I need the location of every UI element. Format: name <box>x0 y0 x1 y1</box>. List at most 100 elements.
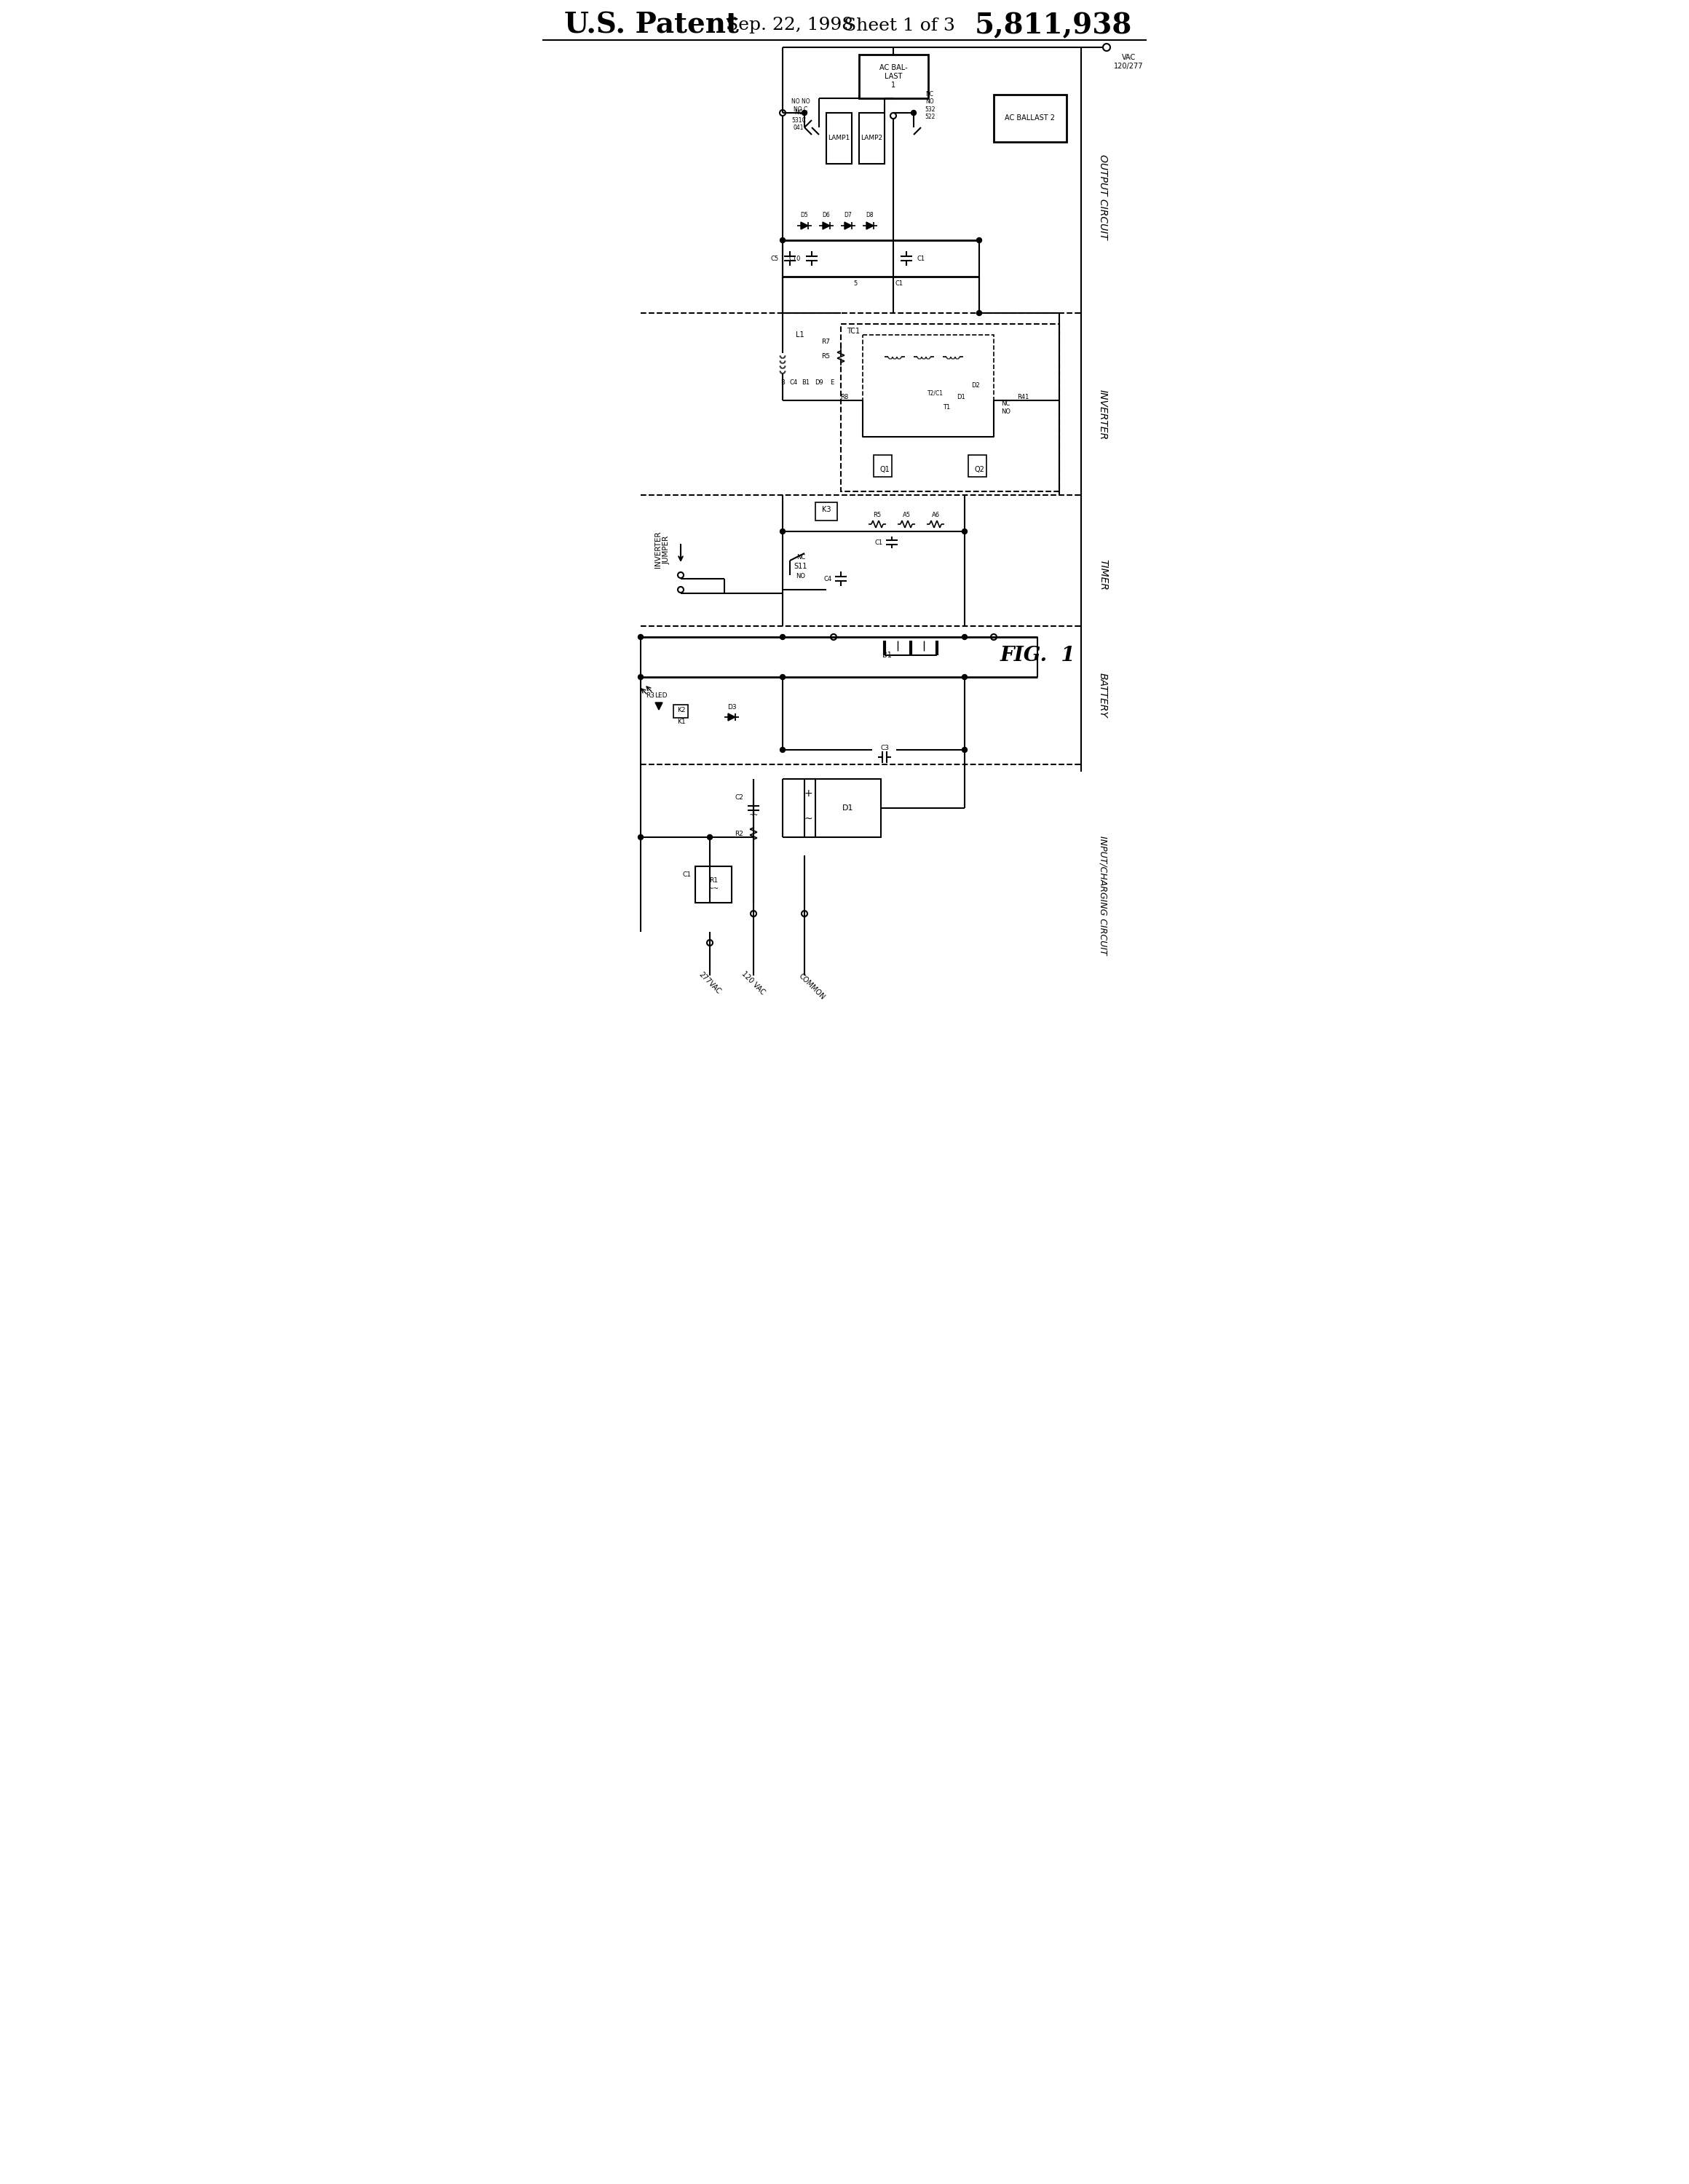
Text: INVERTER
JUMPER: INVERTER JUMPER <box>655 531 671 568</box>
Text: FIG.  1: FIG. 1 <box>1000 646 1076 664</box>
Bar <box>860 114 885 164</box>
Polygon shape <box>655 703 662 710</box>
Text: INVERTER: INVERTER <box>1098 389 1108 441</box>
Text: D2: D2 <box>971 382 980 389</box>
Text: C1: C1 <box>917 256 926 262</box>
Text: -: - <box>887 804 890 812</box>
Circle shape <box>802 109 807 116</box>
Text: NC
NO
532
522: NC NO 532 522 <box>924 92 936 120</box>
Text: A6: A6 <box>931 513 939 520</box>
Text: C1: C1 <box>875 539 883 546</box>
Circle shape <box>638 675 644 679</box>
Text: A5: A5 <box>902 513 910 520</box>
Text: NO NO
NO C: NO NO NO C <box>792 98 811 114</box>
Bar <box>816 780 882 836</box>
Text: D6: D6 <box>823 212 831 218</box>
Text: T1: T1 <box>942 404 951 411</box>
Circle shape <box>963 747 968 751</box>
Circle shape <box>780 747 785 751</box>
Circle shape <box>910 109 915 116</box>
Text: NO: NO <box>796 572 806 579</box>
Text: Q1: Q1 <box>880 465 890 474</box>
Text: VAC
120/277: VAC 120/277 <box>1113 55 1143 70</box>
Text: B1: B1 <box>802 380 811 384</box>
Text: AC BALLAST 2: AC BALLAST 2 <box>1005 114 1056 122</box>
Bar <box>696 867 731 902</box>
Text: Sep. 22, 1998: Sep. 22, 1998 <box>726 17 853 35</box>
Text: D8: D8 <box>866 212 873 218</box>
Text: NC: NC <box>796 555 806 561</box>
Text: D7: D7 <box>844 212 851 218</box>
Text: K3: K3 <box>823 507 831 513</box>
Text: B: B <box>780 380 785 384</box>
Text: C10: C10 <box>789 256 801 262</box>
Text: +: + <box>804 788 812 799</box>
Text: 277VAC: 277VAC <box>698 970 723 996</box>
Bar <box>826 114 851 164</box>
Text: D3: D3 <box>726 703 736 712</box>
Text: 120 VAC: 120 VAC <box>740 970 767 996</box>
Circle shape <box>638 633 644 640</box>
Circle shape <box>976 310 981 317</box>
Text: K1: K1 <box>677 719 686 725</box>
Text: T2/C1: T2/C1 <box>927 389 944 397</box>
Circle shape <box>780 238 785 242</box>
Circle shape <box>780 633 785 640</box>
Polygon shape <box>728 714 735 721</box>
Text: D1: D1 <box>956 393 964 400</box>
Circle shape <box>963 633 968 640</box>
Circle shape <box>963 529 968 535</box>
Bar <box>968 454 986 476</box>
Text: LED: LED <box>655 692 667 699</box>
Text: AC BAL-
LAST
1: AC BAL- LAST 1 <box>880 63 907 90</box>
Circle shape <box>780 675 785 679</box>
Text: INPUT/CHARGING CIRCUIT: INPUT/CHARGING CIRCUIT <box>1098 836 1108 954</box>
Bar <box>816 502 838 520</box>
Circle shape <box>708 834 713 841</box>
Text: R41: R41 <box>1017 393 1029 400</box>
Text: OUTPUT CIRCUIT: OUTPUT CIRCUIT <box>1098 155 1108 238</box>
Text: R8: R8 <box>841 393 848 400</box>
Text: R3: R3 <box>645 692 655 699</box>
Text: D1: D1 <box>843 804 853 812</box>
Text: D5: D5 <box>801 212 809 218</box>
Text: TIMER: TIMER <box>1098 559 1108 592</box>
Text: TC1: TC1 <box>846 328 860 334</box>
Text: NC
531C
041: NC 531C 041 <box>792 109 806 131</box>
Text: R5: R5 <box>821 354 829 360</box>
Circle shape <box>638 834 644 841</box>
Text: D9: D9 <box>814 380 823 384</box>
Circle shape <box>963 675 968 679</box>
Text: C1: C1 <box>895 282 904 288</box>
Text: R5: R5 <box>873 513 882 520</box>
Text: K2: K2 <box>677 708 686 712</box>
Polygon shape <box>801 223 807 229</box>
Text: L1: L1 <box>796 332 804 339</box>
Text: C4: C4 <box>789 380 797 384</box>
Text: R1
~~: R1 ~~ <box>708 878 720 891</box>
Bar <box>873 454 892 476</box>
Bar <box>993 94 1066 142</box>
Text: C5: C5 <box>770 256 779 262</box>
Circle shape <box>976 238 981 242</box>
Text: 5: 5 <box>853 282 858 288</box>
Text: Q2: Q2 <box>975 465 985 474</box>
Bar <box>674 705 687 719</box>
Text: NC
NO: NC NO <box>1002 400 1010 415</box>
Text: LAMP2: LAMP2 <box>860 135 882 142</box>
Text: C1: C1 <box>682 871 691 878</box>
Text: E: E <box>831 380 834 384</box>
Text: B1: B1 <box>882 651 892 660</box>
Text: S11: S11 <box>794 563 807 570</box>
Text: C2: C2 <box>735 795 743 802</box>
Text: COMMON: COMMON <box>797 972 826 1000</box>
Text: LAMP1: LAMP1 <box>828 135 850 142</box>
Text: ~: ~ <box>804 815 812 823</box>
Text: U.S. Patent: U.S. Patent <box>564 11 738 39</box>
Text: Sheet 1 of 3: Sheet 1 of 3 <box>843 17 954 35</box>
Polygon shape <box>844 223 851 229</box>
Text: R2: R2 <box>735 830 743 836</box>
Circle shape <box>780 529 785 535</box>
Polygon shape <box>866 223 873 229</box>
Text: C3: C3 <box>880 745 888 751</box>
